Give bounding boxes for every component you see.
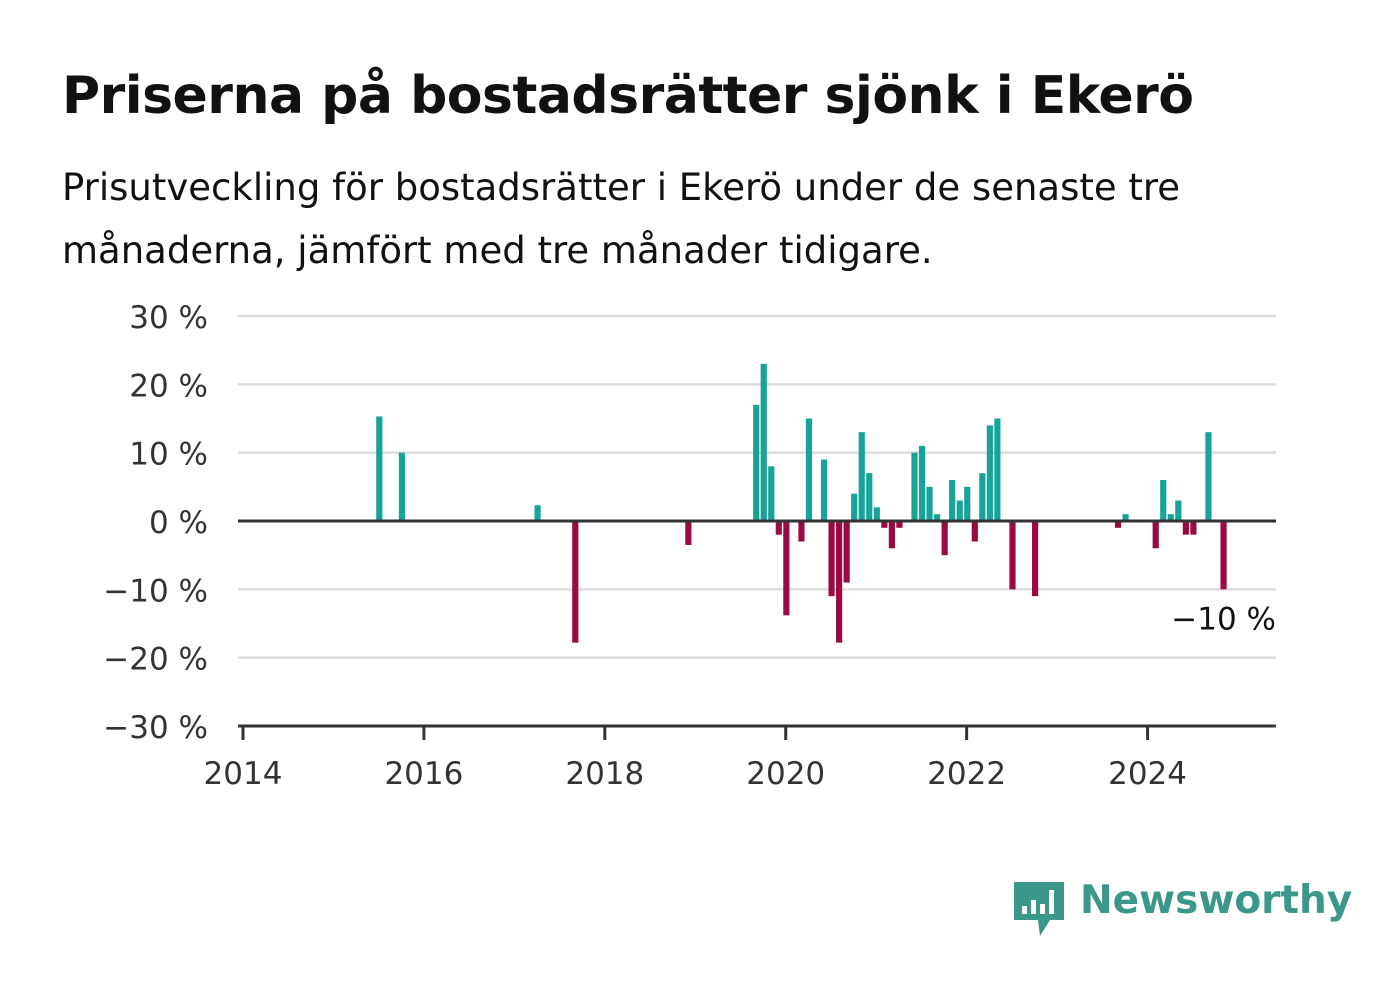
- bar-positive: [979, 473, 986, 521]
- bar-positive: [534, 505, 541, 521]
- bar-negative: [896, 521, 903, 528]
- bar-positive: [986, 425, 993, 521]
- bar-positive: [949, 480, 956, 521]
- bar-positive: [911, 452, 918, 521]
- bar-positive: [858, 432, 865, 521]
- bar-positive: [753, 404, 760, 521]
- bar-negative: [775, 521, 782, 535]
- bar-negative: [572, 521, 579, 643]
- x-tick-label: 2018: [565, 756, 644, 792]
- bar-negative: [1009, 521, 1016, 590]
- bar-negative: [971, 521, 978, 542]
- bar-negative: [1032, 521, 1039, 597]
- y-tick-label: 0 %: [149, 505, 208, 541]
- chart-title: Priserna på bostadsrätter sjönk i Ekerö: [62, 66, 1194, 126]
- grid-lines: [238, 314, 1276, 659]
- x-tick-label: 2014: [204, 756, 283, 792]
- bar-negative: [798, 521, 805, 542]
- bar-positive: [1205, 432, 1212, 521]
- bar-positive: [866, 473, 873, 521]
- y-tick-label: 30 %: [129, 300, 208, 336]
- bar-negative: [843, 521, 850, 583]
- bar-negative: [1114, 521, 1122, 528]
- x-tick-label: 2024: [1108, 756, 1187, 792]
- bar-negative: [783, 521, 790, 616]
- bar-negative: [1190, 521, 1197, 535]
- bar-positive: [1160, 480, 1167, 521]
- bar-positive: [398, 452, 405, 521]
- newsworthy-logo-icon: [1014, 882, 1064, 936]
- x-axis: 2014 2016 2018 2020 2022 2024: [204, 724, 1276, 792]
- bar-negative: [888, 521, 895, 549]
- bar-positive: [994, 418, 1001, 521]
- bar-negative: [685, 521, 692, 545]
- bar-positive: [1122, 514, 1129, 521]
- bar-positive: [1167, 514, 1174, 521]
- bar-positive: [805, 418, 813, 521]
- x-tick-label: 2020: [746, 756, 825, 792]
- bar-chart: 30 %20 %10 %0 %−10 %−20 %−30 % 2014 2016 2…: [103, 300, 1276, 792]
- bar-positive: [926, 486, 933, 521]
- x-tick-label: 2022: [927, 756, 1006, 792]
- y-tick-label: 10 %: [129, 437, 208, 473]
- x-tick-label: 2016: [384, 756, 463, 792]
- bar-negative: [828, 521, 835, 597]
- y-axis-labels: 30 % 20 % 10 % 0 % −10 % −20 % −30 %: [103, 300, 208, 746]
- bar-negative: [881, 521, 888, 528]
- bar-positive: [873, 507, 880, 521]
- bar-positive: [851, 493, 858, 521]
- y-tick-label: −10 %: [103, 573, 208, 609]
- bar-negative: [1152, 521, 1159, 549]
- chart-subtitle: Prisutveckling för bostadsrätter i Ekerö…: [62, 166, 1181, 272]
- bar-positive: [820, 459, 828, 521]
- y-tick-label: 20 %: [129, 368, 208, 404]
- annotations: −10 %: [1171, 601, 1276, 637]
- bar-positive: [376, 416, 383, 521]
- bar-positive: [934, 514, 941, 521]
- bar-positive: [918, 445, 926, 521]
- y-tick-label: −30 %: [103, 710, 208, 746]
- y-tick-label: −20 %: [103, 642, 208, 678]
- newsworthy-wordmark: Newsworthy: [1080, 878, 1353, 923]
- bar-positive: [768, 466, 775, 521]
- bar-negative: [1220, 521, 1227, 590]
- last-value-label: −10 %: [1171, 601, 1276, 637]
- bar-negative: [1182, 521, 1189, 535]
- bars: [376, 363, 1227, 643]
- bar-positive: [964, 486, 971, 521]
- bar-negative: [836, 521, 843, 643]
- bar-positive: [760, 363, 767, 521]
- bar-negative: [941, 521, 948, 556]
- bar-positive: [956, 500, 963, 521]
- bar-positive: [1175, 500, 1182, 521]
